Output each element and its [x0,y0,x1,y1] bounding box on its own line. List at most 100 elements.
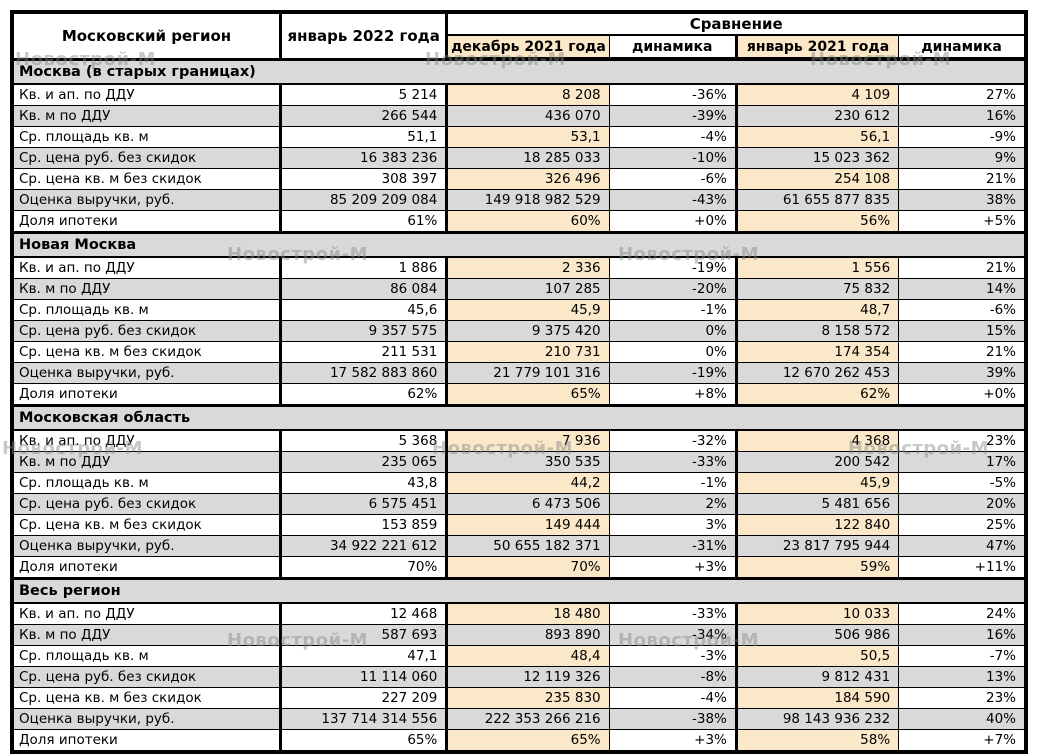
value-jan-2022: 5 214 [280,83,449,106]
row-label: Кв. м по ДДУ [11,105,283,127]
value-jan-2022: 34 922 221 612 [280,535,449,557]
value-dynamics-jan: 14% [898,278,1027,300]
col-header-dynamics-dec: динамика [608,34,738,61]
value-dec-2021: 149 918 982 529 [446,189,610,211]
row-label: Ср. площадь кв. м [11,645,283,667]
table-row: Ср. цена руб. без скидок 6 575 451 6 473 5… [11,493,1027,515]
value-dec-2021: 7 936 [446,429,610,452]
value-dynamics-jan: 9% [898,147,1027,169]
row-label: Кв. м по ДДУ [11,624,283,646]
value-jan-2022: 16 383 236 [280,147,449,169]
value-dec-2021: 50 655 182 371 [446,535,610,557]
value-dec-2021: 18 285 033 [446,147,610,169]
table-row: Ср. цена кв. м без скидок 211 531 210 731 0… [11,341,1027,363]
header-row-sub: декабрь 2021 года динамика январь 2021 г… [12,34,1027,61]
value-jan-2021: 506 986 [735,624,900,646]
row-label: Кв. и ап. по ДДУ [11,429,283,452]
row-label: Доля ипотеки [11,383,283,406]
value-jan-2022: 51,1 [280,126,449,148]
value-dynamics-dec: 3% [608,514,738,536]
section-title-row: Московская область [11,404,1027,431]
value-dynamics-jan: -5% [898,472,1027,494]
col-header-region: Московский регион [11,11,283,60]
col-header-dec-2021: декабрь 2021 года [446,34,610,61]
row-label: Ср. цена кв. м без скидок [11,168,283,190]
value-dec-2021: 436 070 [446,105,610,127]
value-dec-2021: 21 779 101 316 [446,362,610,384]
table-row: Доля ипотеки 65% 65% +3% 58% +7% [11,729,1027,753]
value-jan-2021: 10 033 [735,602,900,625]
value-dynamics-dec: -19% [608,256,738,279]
table-row: Ср. цена руб. без скидок 9 357 575 9 375 4… [11,320,1027,342]
value-jan-2021: 98 143 936 232 [735,708,900,730]
value-dynamics-jan: -6% [898,299,1027,321]
table-row: Оценка выручки, руб. 34 922 221 612 50 655… [11,535,1027,557]
table-row: Ср. площадь кв. м 51,1 53,1 -4% 56,1 -9% [11,126,1027,148]
table-header: Московский регион январь 2022 года Сравн… [11,11,1027,61]
col-header-jan-2021: январь 2021 года [735,34,900,61]
value-jan-2021: 9 812 431 [735,666,900,688]
value-dynamics-dec: +0% [608,210,738,233]
row-label: Ср. цена руб. без скидок [11,320,283,342]
value-dec-2021: 107 285 [446,278,610,300]
row-label: Доля ипотеки [11,210,283,233]
value-jan-2021: 254 108 [735,168,900,190]
value-dynamics-jan: 23% [898,429,1027,452]
value-dynamics-jan: +11% [898,556,1027,579]
value-dynamics-dec: -8% [608,666,738,688]
value-dec-2021: 45,9 [446,299,610,321]
real-estate-comparison-table: Московский регион январь 2022 года Сравн… [10,10,1028,754]
value-dec-2021: 60% [446,210,610,233]
row-label: Ср. площадь кв. м [11,299,283,321]
value-dynamics-jan: 38% [898,189,1027,211]
section-title: Весь регион [11,577,1027,604]
value-jan-2021: 23 817 795 944 [735,535,900,557]
table-row: Кв. и ап. по ДДУ 5 368 7 936 -32% 4 368 23% [11,429,1027,452]
row-label: Кв. и ап. по ДДУ [11,83,283,106]
value-jan-2022: 153 859 [280,514,449,536]
value-jan-2022: 12 468 [280,602,449,625]
row-label: Оценка выручки, руб. [11,708,283,730]
value-jan-2022: 47,1 [280,645,449,667]
table-row: Ср. цена кв. м без скидок 227 209 235 830-… [11,687,1027,709]
value-dynamics-jan: -9% [898,126,1027,148]
value-dynamics-dec: -38% [608,708,738,730]
value-dec-2021: 12 119 326 [446,666,610,688]
value-dynamics-jan: 17% [898,451,1027,473]
value-jan-2021: 5 481 656 [735,493,900,515]
value-dynamics-dec: 0% [608,341,738,363]
row-label: Кв. м по ДДУ [11,278,283,300]
row-label: Кв. и ап. по ДДУ [11,256,283,279]
col-header-comparison: Сравнение [446,11,1027,36]
value-dynamics-jan: 21% [898,256,1027,279]
value-dynamics-jan: 24% [898,602,1027,625]
value-jan-2022: 587 693 [280,624,449,646]
value-dec-2021: 18 480 [446,602,610,625]
value-jan-2022: 235 065 [280,451,449,473]
value-dynamics-jan: 23% [898,687,1027,709]
table-row: Ср. площадь кв. м 47,1 48,4 -3% 50,5 -7% [11,645,1027,667]
value-dynamics-dec: 0% [608,320,738,342]
table-row: Доля ипотеки 61% 60% +0% 56% +5% [11,210,1027,233]
row-label: Оценка выручки, руб. [11,535,283,557]
section-title: Московская область [11,404,1027,431]
value-dynamics-jan: 47% [898,535,1027,557]
table-row: Кв. м по ДДУ 266 544 436 070 -39% 230 612 16% [11,105,1027,127]
value-jan-2022: 86 084 [280,278,449,300]
row-label: Ср. цена кв. м без скидок [11,687,283,709]
value-dynamics-jan: 21% [898,341,1027,363]
row-label: Ср. площадь кв. м [11,126,283,148]
section-title-row: Новая Москва [11,231,1027,258]
value-dynamics-dec: +8% [608,383,738,406]
value-dec-2021: 9 375 420 [446,320,610,342]
value-dynamics-jan: 25% [898,514,1027,536]
value-jan-2022: 11 114 060 [280,666,449,688]
value-jan-2021: 59% [735,556,900,579]
table-row: Ср. цена кв. м без скидок 308 397 326 496-… [11,168,1027,190]
value-dec-2021: 350 535 [446,451,610,473]
value-jan-2021: 184 590 [735,687,900,709]
value-dec-2021: 222 353 266 216 [446,708,610,730]
value-dynamics-jan: 13% [898,666,1027,688]
value-jan-2022: 9 357 575 [280,320,449,342]
